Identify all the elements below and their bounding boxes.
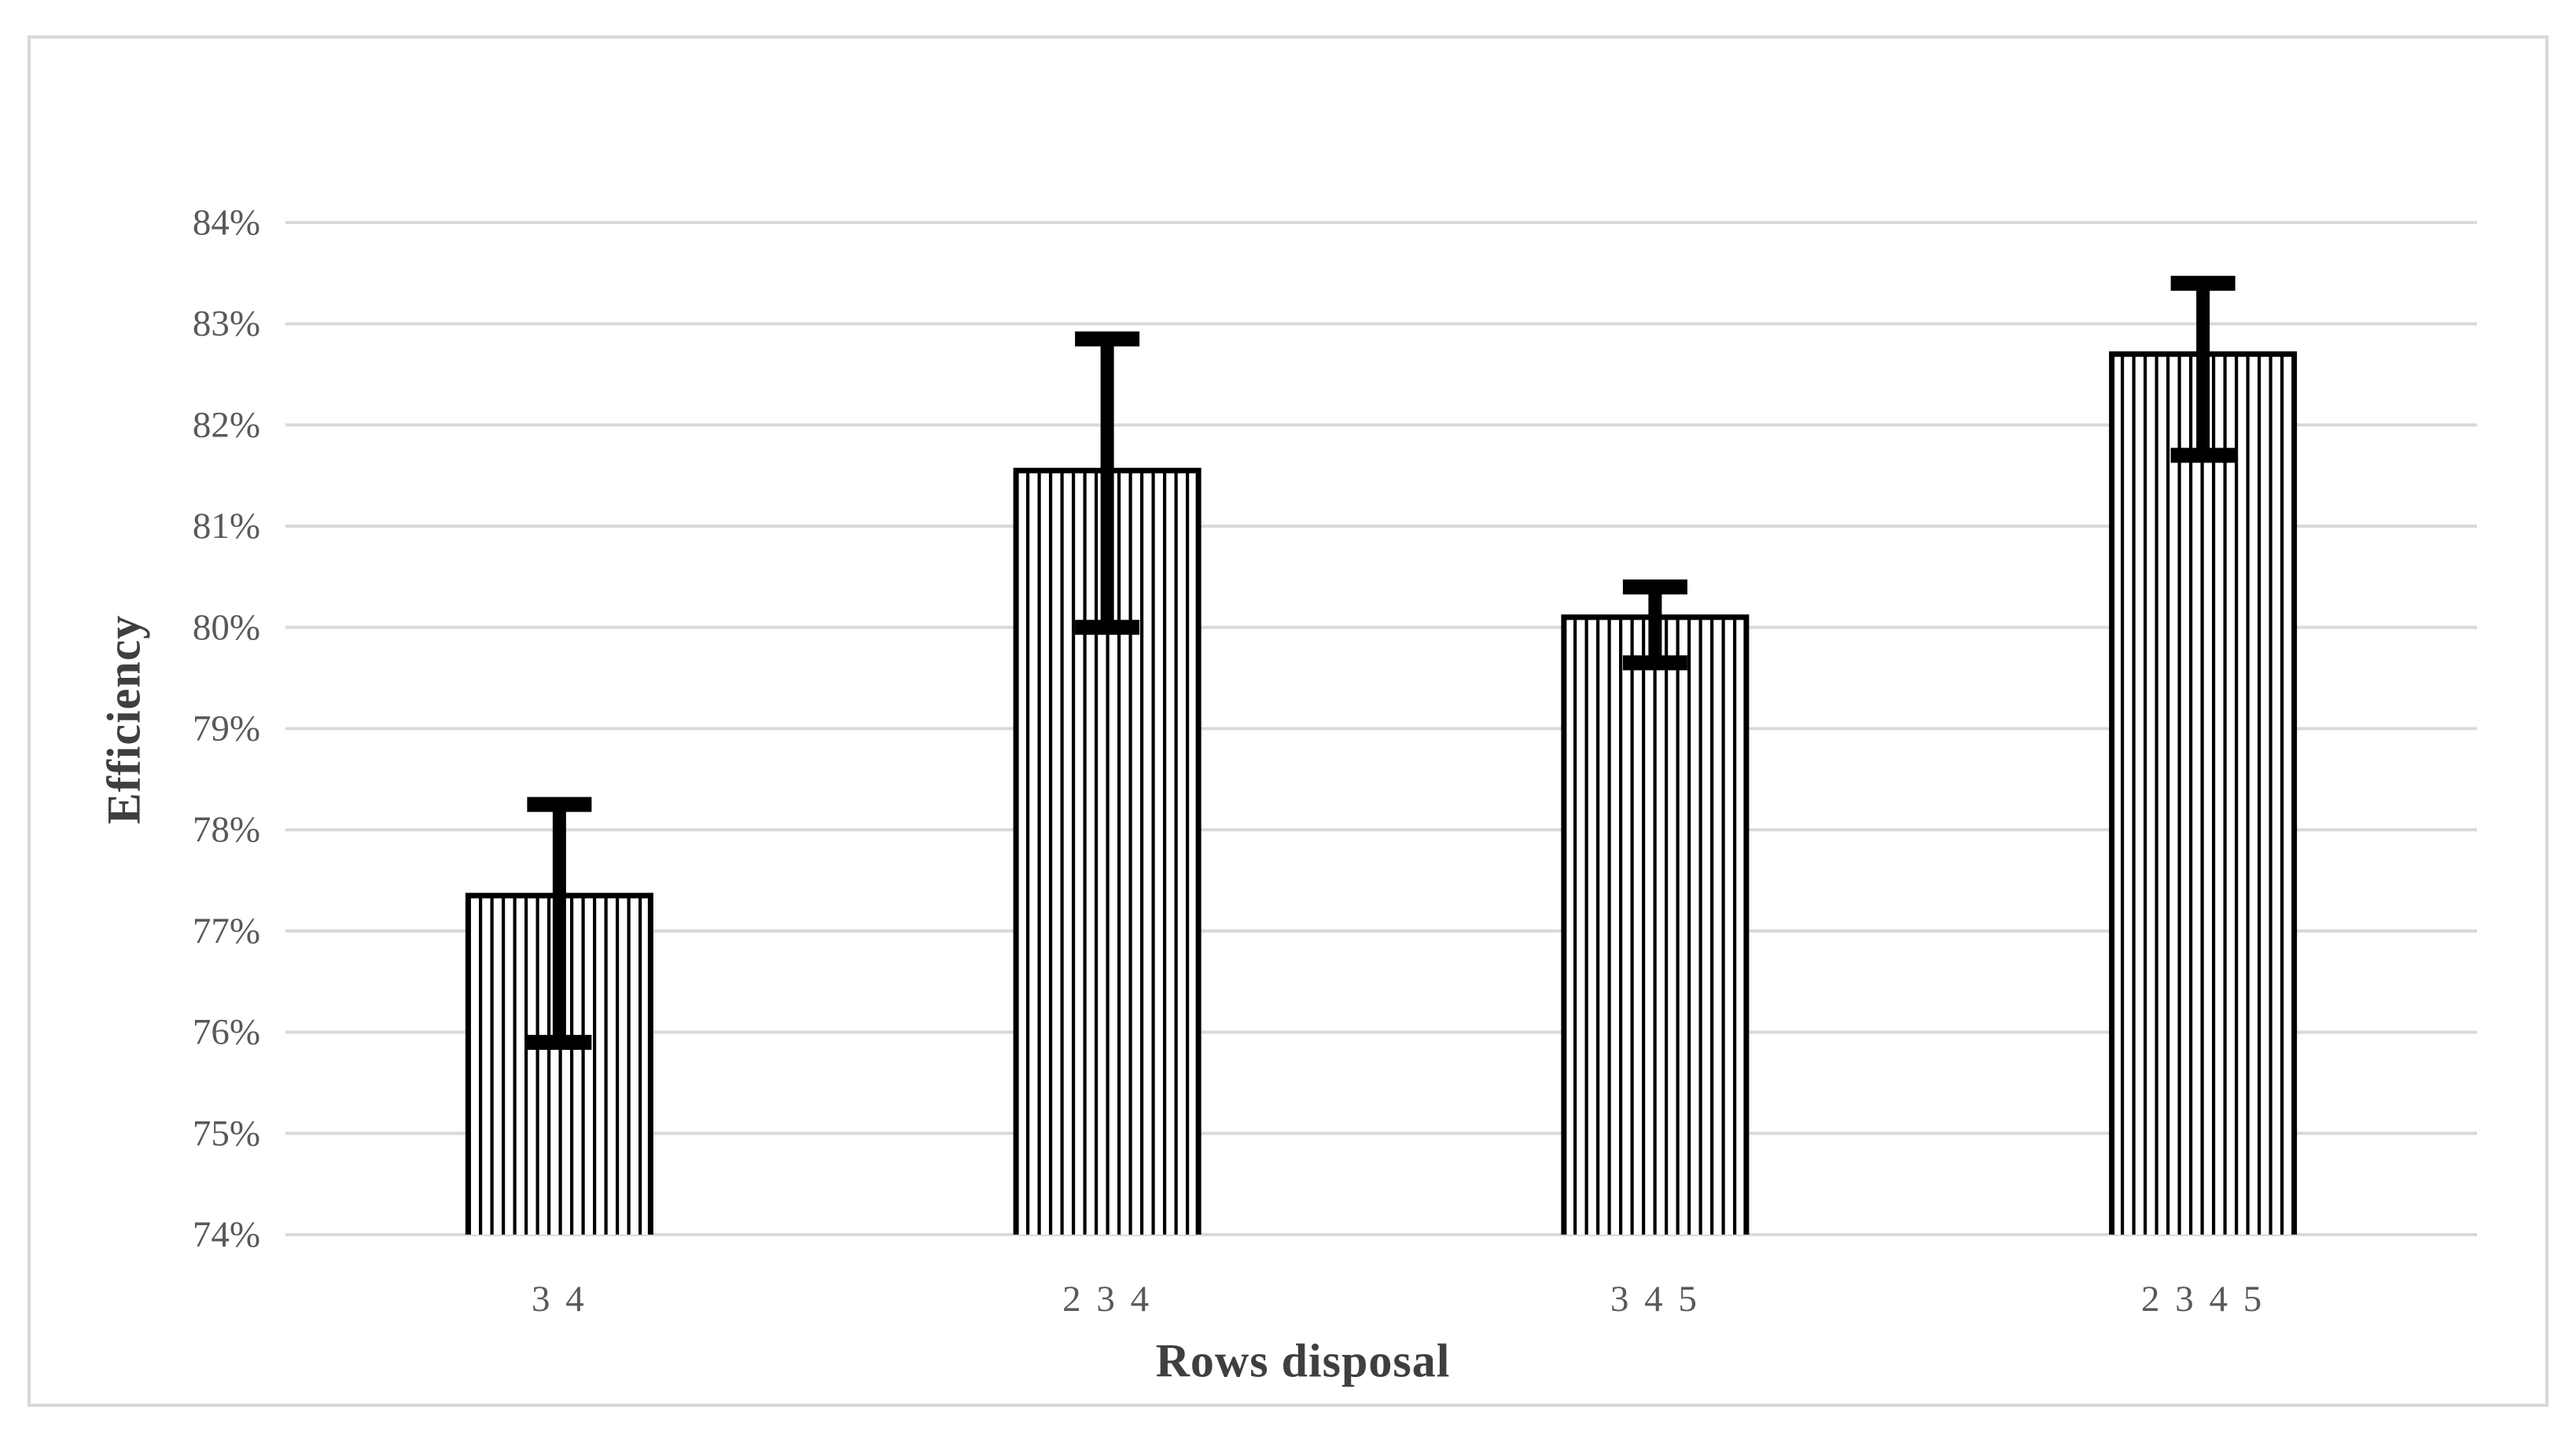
- figure-border-box: [28, 35, 2548, 1407]
- error-bar-2-3-4-5: [2170, 275, 2236, 463]
- y-tick-label: 83%: [193, 304, 260, 344]
- error-bar-2-3-4: [1075, 331, 1140, 635]
- y-axis-tick-labels: 74% 75% 76% 77% 78% 79% 80% 81% 82% 83% 84%: [193, 202, 260, 1255]
- x-axis-category-labels: 3 4 2 3 4 3 4 5 2 3 4 5: [532, 1279, 2265, 1320]
- bar-2-3-4-5: [2111, 354, 2294, 1235]
- x-axis-title: Rows disposal: [1155, 1334, 1451, 1387]
- y-tick-label: 74%: [193, 1214, 260, 1255]
- error-bar-3-4: [527, 797, 592, 1050]
- y-axis-title: Efficiency: [98, 614, 150, 825]
- x-category-label: 3 4 5: [1610, 1279, 1700, 1320]
- x-category-label: 2 3 4 5: [2141, 1279, 2265, 1320]
- error-bar-3-4-5: [1622, 579, 1687, 671]
- bar-3-4-5: [1563, 617, 1746, 1235]
- y-tick-label: 76%: [193, 1012, 260, 1053]
- y-tick-label: 80%: [193, 607, 260, 648]
- y-tick-label: 84%: [193, 202, 260, 243]
- x-category-label: 2 3 4: [1062, 1279, 1152, 1320]
- x-category-label: 3 4: [532, 1279, 587, 1320]
- error-bars-group: [527, 275, 2236, 1050]
- y-tick-label: 77%: [193, 911, 260, 952]
- y-tick-label: 81%: [193, 506, 260, 547]
- y-tick-label: 78%: [193, 809, 260, 850]
- y-tick-label: 82%: [193, 404, 260, 445]
- y-tick-label: 79%: [193, 709, 260, 749]
- bars-group: [465, 351, 2298, 1235]
- y-tick-label: 75%: [193, 1113, 260, 1154]
